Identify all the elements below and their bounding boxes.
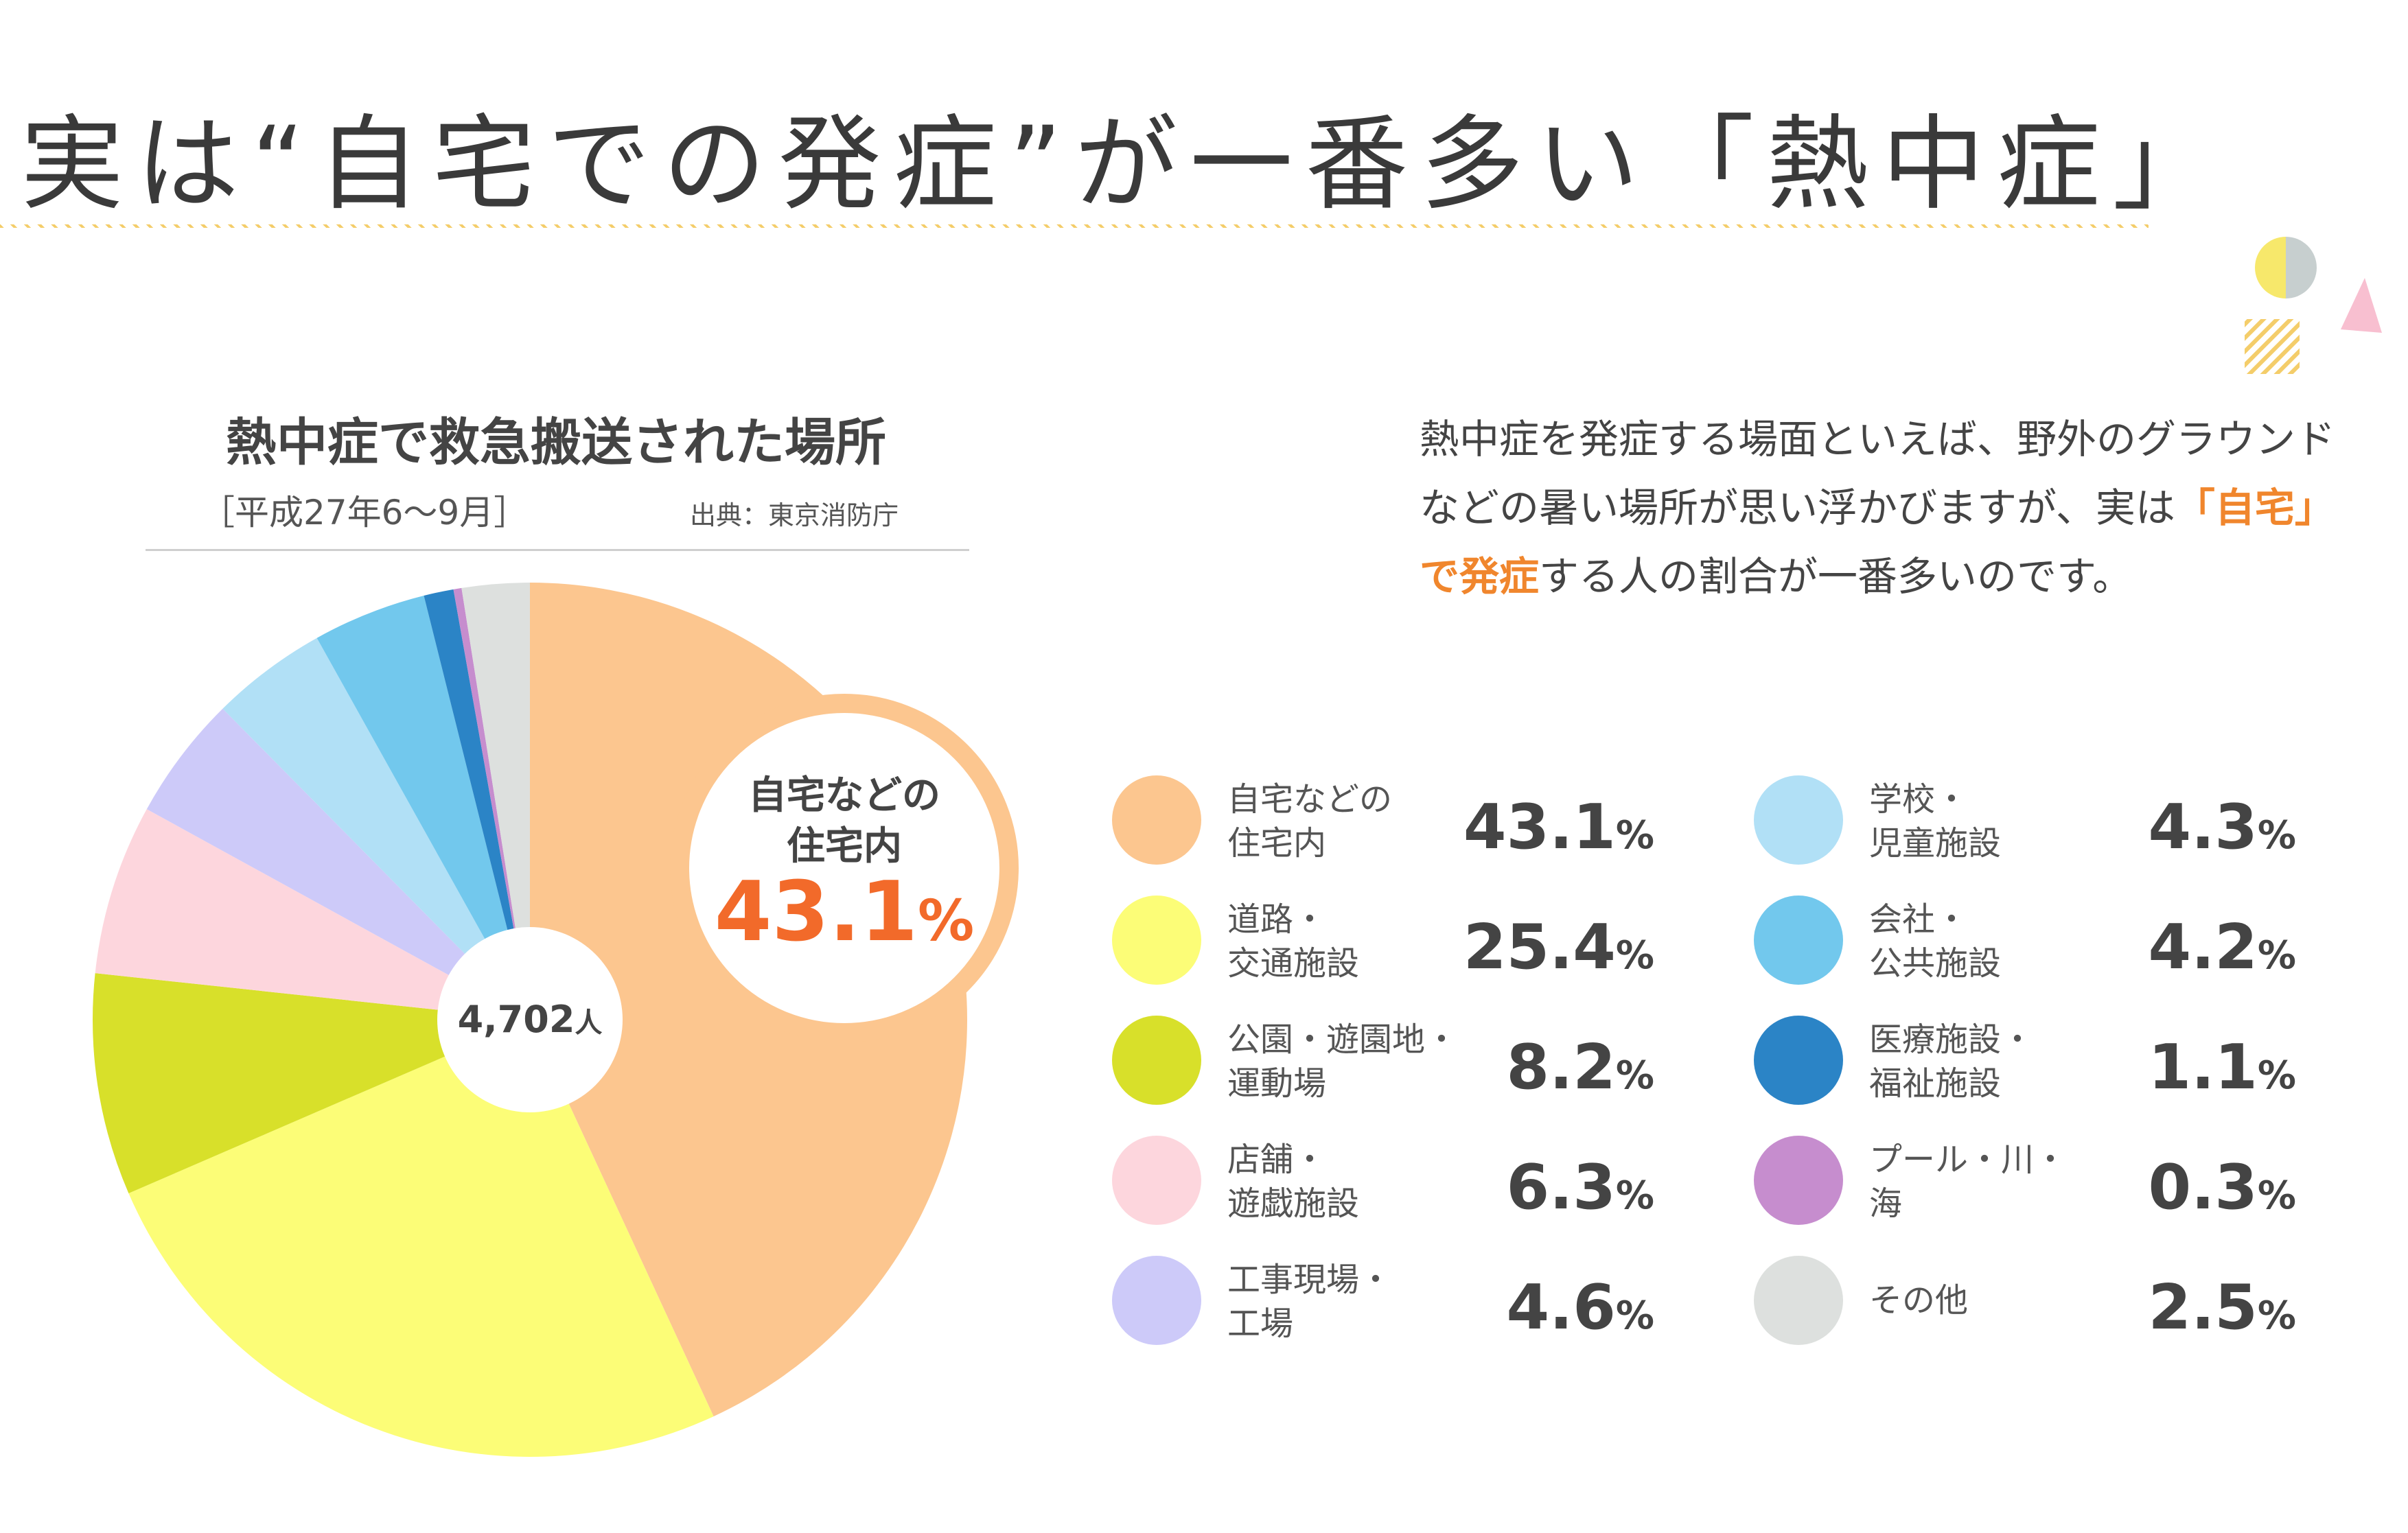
legend-label: プール・川・ 海	[1869, 1140, 2068, 1223]
legend-swatch	[1754, 896, 1843, 985]
deco-circle-left-half	[2255, 237, 2286, 299]
legend-value: 8.2%	[1506, 1031, 1654, 1103]
legend-value: 4.6%	[1506, 1272, 1654, 1344]
description: 熱中症を発症する場面といえば、野外のグラウンドなどの暑い場所が思い浮かびますが、…	[1420, 405, 2339, 611]
legend-value-number: 8.2	[1506, 1031, 1616, 1103]
legend-value-number: 43.1	[1463, 791, 1616, 863]
callout-value-number: 43.1	[715, 865, 918, 960]
pie-chart: 4,702人 自宅などの 住宅内 43.1%	[93, 583, 1019, 1457]
legend-swatch	[1112, 896, 1201, 985]
legend-value: 4.2%	[2148, 911, 2296, 983]
legend-value-unit: %	[1615, 1173, 1654, 1218]
legend-value-unit: %	[2257, 1053, 2296, 1098]
decorative-shapes	[2245, 237, 2382, 374]
legend-value: 1.1%	[2148, 1031, 2296, 1103]
pie-slice-2	[128, 1020, 714, 1457]
legend-value: 43.1%	[1463, 791, 1654, 863]
legend-label: 店舗・ 遊戯施設	[1227, 1140, 1360, 1223]
chart-period: ［平成27年6〜9月］	[200, 493, 529, 533]
legend-swatch	[1754, 1016, 1843, 1105]
pie-slice-9	[453, 587, 530, 1020]
legend-label: 会社・ 公共施設	[1869, 900, 2002, 983]
legend-value-unit: %	[1615, 1294, 1654, 1338]
legend-label: 医療施設・ 福祉施設	[1869, 1020, 2035, 1103]
chart-title: 熱中症で救急搬送された場所	[226, 413, 886, 472]
legend-value-number: 4.3	[2148, 791, 2258, 863]
callout-ring	[670, 694, 1019, 1042]
pie-slice-6	[222, 637, 530, 1020]
legend-label: その他	[1869, 1281, 1969, 1320]
legend-value-unit: %	[1615, 933, 1654, 978]
legend-item: 公園・遊園地・ 運動場 8.2%	[1112, 1012, 1654, 1108]
callout-value-unit: %	[918, 889, 974, 954]
callout-value: 43.1%	[715, 865, 974, 960]
legend-swatch	[1112, 1136, 1201, 1225]
legend-item: 自宅などの 住宅内 43.1%	[1112, 772, 1654, 868]
legend-item: 店舗・ 遊戯施設 6.3%	[1112, 1132, 1654, 1228]
legend-value-number: 6.3	[1506, 1151, 1616, 1224]
legend-value-unit: %	[2257, 1173, 2296, 1218]
legend-swatch	[1112, 775, 1201, 865]
legend-value-unit: %	[2257, 813, 2296, 858]
legend-item: 会社・ 公共施設 4.2%	[1754, 892, 2296, 988]
description-text-2: する人の割合が一番多いのです。	[1539, 553, 2133, 600]
pie-total-value: 4,702	[458, 998, 575, 1041]
legend-value: 0.3%	[2148, 1151, 2296, 1224]
legend-value: 2.5%	[2148, 1272, 2296, 1344]
pie-slice-8	[424, 589, 530, 1020]
chart-title-rule	[146, 549, 969, 551]
legend-label: 道路・ 交通施設	[1227, 900, 1360, 983]
legend-value-number: 2.5	[2148, 1272, 2258, 1344]
legend-value-unit: %	[2257, 933, 2296, 978]
legend-value-number: 1.1	[2148, 1031, 2258, 1103]
deco-circle-right-half	[2286, 237, 2317, 299]
legend-label: 工事現場・ 工場	[1227, 1261, 1393, 1343]
legend-value-number: 25.4	[1463, 911, 1616, 983]
legend-value: 6.3%	[1506, 1151, 1654, 1224]
legend-item: その他 2.5%	[1754, 1252, 2296, 1348]
legend-label: 学校・ 児童施設	[1869, 780, 2002, 863]
description-highlight: 「自宅」で発症	[1420, 484, 2335, 600]
legend-swatch	[1754, 1256, 1843, 1345]
deco-pink-triangle	[2341, 278, 2382, 333]
pie-total-unit: 人	[575, 1007, 602, 1039]
pie-slice-4	[95, 809, 530, 1020]
legend-value-unit: %	[1615, 813, 1654, 858]
callout-line1: 自宅などの	[748, 773, 940, 818]
legend-item: 医療施設・ 福祉施設 1.1%	[1754, 1012, 2296, 1108]
legend-label: 自宅などの 住宅内	[1227, 780, 1393, 863]
legend-label: 公園・遊園地・ 運動場	[1227, 1020, 1459, 1103]
legend-item: 工事現場・ 工場 4.6%	[1112, 1252, 1654, 1348]
pie-slice-7	[316, 596, 530, 1020]
legend-value: 25.4%	[1463, 911, 1654, 983]
description-text-1: 熱中症を発症する場面といえば、野外のグラウンドなどの暑い場所が思い浮かびますが、…	[1420, 416, 2336, 531]
legend-swatch	[1754, 775, 1843, 865]
legend-item: 道路・ 交通施設 25.4%	[1112, 892, 1654, 988]
legend-swatch	[1754, 1136, 1843, 1225]
legend-value: 4.3%	[2148, 791, 2296, 863]
pie-total-label: 4,702人	[458, 998, 603, 1041]
pie-slice-5	[146, 708, 531, 1020]
pie-slice-3	[93, 973, 531, 1193]
page-title: 実は“自宅での発症”が一番多い「熱中症」	[0, 103, 2249, 226]
legend-value-unit: %	[1615, 1053, 1654, 1098]
legend-value-number: 0.3	[2148, 1151, 2258, 1224]
legend-value-number: 4.2	[2148, 911, 2258, 983]
legend-value-unit: %	[2257, 1294, 2296, 1338]
pie-slice-10	[461, 583, 530, 1020]
chart-source: 出典：東京消防庁	[690, 500, 899, 530]
callout-line2: 住宅内	[787, 824, 902, 869]
legend-item: プール・川・ 海 0.3%	[1754, 1132, 2296, 1228]
deco-hatched-square	[2245, 319, 2300, 374]
legend-swatch	[1112, 1256, 1201, 1345]
legend-item: 学校・ 児童施設 4.3%	[1754, 772, 2296, 868]
pie-center-hole	[437, 927, 623, 1112]
legend-swatch	[1112, 1016, 1201, 1105]
legend-value-number: 4.6	[1506, 1272, 1616, 1344]
